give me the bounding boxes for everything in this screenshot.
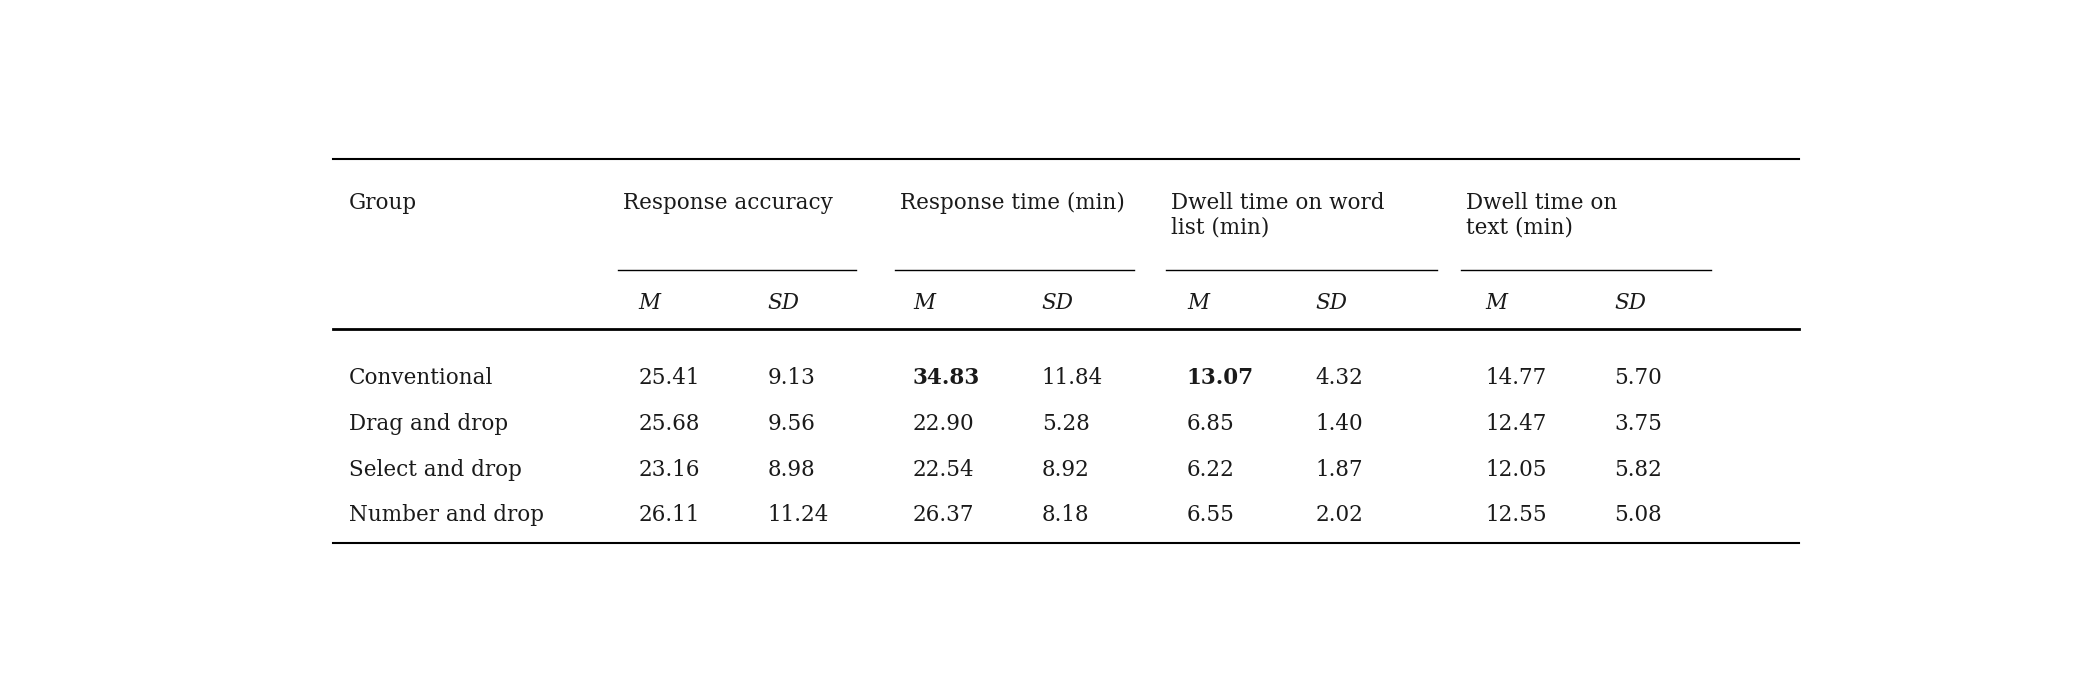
Text: 5.28: 5.28 [1042,413,1090,435]
Text: 1.40: 1.40 [1317,413,1364,435]
Text: 6.85: 6.85 [1188,413,1236,435]
Text: 26.37: 26.37 [913,505,973,526]
Text: 22.90: 22.90 [913,413,976,435]
Text: 5.08: 5.08 [1614,505,1662,526]
Text: 34.83: 34.83 [913,367,980,389]
Text: 8.18: 8.18 [1042,505,1090,526]
Text: M: M [1485,291,1508,314]
Text: 11.84: 11.84 [1042,367,1102,389]
Text: 26.11: 26.11 [639,505,701,526]
Text: 8.98: 8.98 [768,458,815,481]
Text: 6.22: 6.22 [1188,458,1236,481]
Text: SD: SD [768,291,801,314]
Text: 23.16: 23.16 [639,458,701,481]
Text: Dwell time on: Dwell time on [1466,192,1616,214]
Text: Response time (min): Response time (min) [901,192,1125,214]
Text: 9.56: 9.56 [768,413,815,435]
Text: 12.47: 12.47 [1485,413,1548,435]
Text: Drag and drop: Drag and drop [349,413,508,435]
Text: Dwell time on word: Dwell time on word [1171,192,1385,214]
Text: SD: SD [1042,291,1073,314]
Text: 12.05: 12.05 [1485,458,1548,481]
Text: SD: SD [1317,291,1348,314]
Text: M: M [913,291,934,314]
Text: 5.70: 5.70 [1614,367,1662,389]
Text: 8.92: 8.92 [1042,458,1090,481]
Text: Number and drop: Number and drop [349,505,543,526]
Text: Response accuracy: Response accuracy [622,192,832,214]
Text: M: M [1188,291,1208,314]
Text: text (min): text (min) [1466,216,1572,238]
Text: 25.41: 25.41 [639,367,701,389]
Text: 2.02: 2.02 [1317,505,1364,526]
Text: list (min): list (min) [1171,216,1269,238]
Text: 9.13: 9.13 [768,367,815,389]
Text: 6.55: 6.55 [1188,505,1236,526]
Text: Conventional: Conventional [349,367,493,389]
Text: 1.87: 1.87 [1317,458,1364,481]
Text: 4.32: 4.32 [1317,367,1364,389]
Text: SD: SD [1614,291,1645,314]
Text: 22.54: 22.54 [913,458,976,481]
Text: Select and drop: Select and drop [349,458,522,481]
Text: 3.75: 3.75 [1614,413,1662,435]
Text: 13.07: 13.07 [1188,367,1254,389]
Text: 5.82: 5.82 [1614,458,1662,481]
Text: 12.55: 12.55 [1485,505,1548,526]
Text: M: M [639,291,661,314]
Text: 11.24: 11.24 [768,505,830,526]
Text: Group: Group [349,192,416,214]
Text: 25.68: 25.68 [639,413,701,435]
Text: 14.77: 14.77 [1485,367,1545,389]
